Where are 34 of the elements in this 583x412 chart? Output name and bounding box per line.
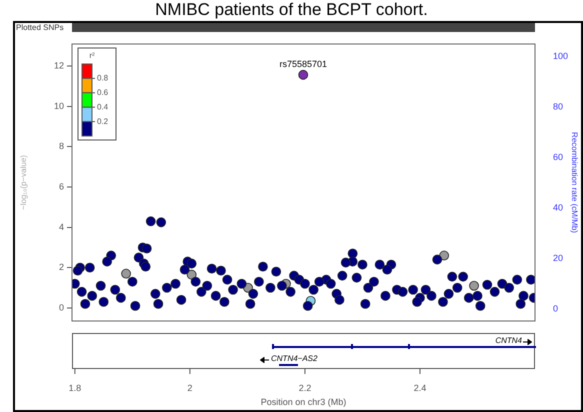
x-tick-label: 1.8 — [68, 382, 82, 393]
x-tick-label: 2.2 — [298, 382, 312, 393]
y-tick-label: 6 — [58, 182, 64, 192]
y-tick-label: 8 — [58, 141, 64, 152]
point — [469, 280, 479, 291]
y-tick-label: 10 — [54, 100, 64, 111]
y2-axis-title: Recombination rate (cM/Mb) — [570, 132, 579, 234]
y2-tick-label: 40 — [553, 202, 564, 212]
chart-title: NMIBC patients of the BCPT cohort. — [154, 0, 429, 20]
annotation: 0.6 — [97, 88, 109, 98]
annotation: 0.8 — [97, 74, 109, 83]
annotation: r² — [89, 51, 95, 60]
text: CNTN4 — [495, 336, 522, 345]
point — [121, 268, 131, 279]
y2-tick-label: 100 — [553, 51, 568, 62]
y2-tick-label: 80 — [553, 102, 564, 112]
y2-tick-label: 0 — [553, 303, 558, 314]
y-axis-title: −log₁₀(p−value) — [19, 154, 28, 210]
y-tick-label: 4 — [58, 222, 64, 232]
text: Plotted SNPs — [16, 23, 64, 32]
x-tick-label: 2.4 — [414, 382, 426, 393]
x-tick-label: 2 — [187, 382, 192, 393]
annotation: 0.2 — [97, 116, 109, 126]
y-tick-label: 0 — [58, 302, 64, 312]
point — [298, 70, 308, 80]
annotation: rs75585701 — [279, 58, 327, 69]
y2-tick-label: 20 — [553, 252, 564, 263]
y-tick-label: 2 — [58, 262, 64, 272]
y2-tick-label: 60 — [553, 152, 564, 162]
point — [439, 250, 450, 260]
x-axis-title: Position on chr3 (Mb) — [260, 397, 346, 408]
y-tick-label: 12 — [54, 60, 64, 71]
annotation: 0.4 — [97, 102, 109, 112]
text: CNTN4−AS2 — [271, 354, 318, 363]
